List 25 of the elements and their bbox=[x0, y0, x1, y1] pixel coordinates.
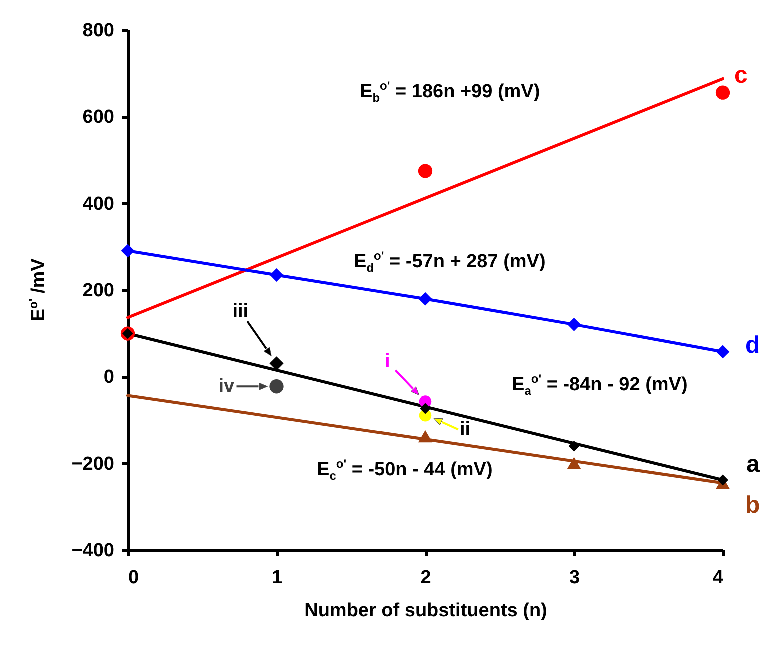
x-tick-label: 3 bbox=[569, 568, 580, 588]
series-label: b bbox=[746, 492, 760, 520]
y-tick-label: 800 bbox=[82, 20, 114, 42]
series-label: iv bbox=[218, 376, 235, 398]
x-axis-title: Number of substituents (n) bbox=[304, 600, 548, 622]
y-tick-label: −400 bbox=[72, 540, 114, 562]
annotation: E$_{a}$$^{o'}$ = -84n - 92 (mV) bbox=[512, 372, 688, 398]
y-tick-label: −200 bbox=[72, 454, 114, 475]
x-tick-label: 2 bbox=[420, 568, 432, 588]
annotation: E$_{b}$$^{o'}$ = 186n +99 (mV) bbox=[360, 79, 540, 106]
series-label: c bbox=[734, 62, 748, 90]
y-tick-label: 400 bbox=[82, 194, 114, 215]
x-tick-label: 4 bbox=[712, 568, 724, 588]
text: iii bbox=[232, 300, 249, 323]
series-label: d bbox=[746, 332, 760, 360]
y-tick-label: 600 bbox=[82, 107, 114, 128]
series-label: a bbox=[746, 451, 760, 480]
annotation: E$_{d}$$^{o'}$ = -57n + 287 (mV) bbox=[354, 249, 546, 276]
annotation: E$_{c}$$^{o'}$ = -50n - 44 (mV) bbox=[317, 457, 493, 484]
text: i bbox=[385, 350, 390, 373]
y-tick-label: 200 bbox=[82, 280, 114, 302]
y-tick-label: 0 bbox=[104, 367, 114, 388]
x-tick-label: 1 bbox=[272, 568, 283, 588]
x-tick-label: 0 bbox=[128, 568, 140, 588]
legend-label: ii bbox=[460, 418, 471, 441]
